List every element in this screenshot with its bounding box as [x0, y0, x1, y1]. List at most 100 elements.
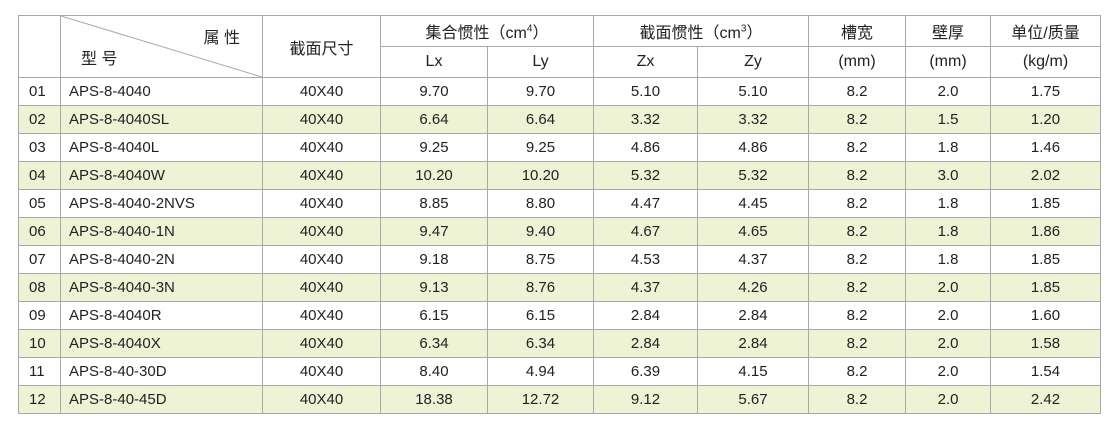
table-row: 04 APS-8-4040W 40X40 10.20 10.20 5.32 5.32 8.2 3… — [18, 161, 1101, 190]
table-cell: 8.2 — [808, 301, 906, 330]
table-cell: 1.86 — [990, 217, 1101, 246]
table-cell: 40X40 — [262, 245, 381, 274]
table-cell: 6.39 — [593, 357, 698, 386]
table-cell: 8.2 — [808, 217, 906, 246]
table-cell: APS-8-4040L — [60, 133, 263, 162]
table-cell: 2.84 — [697, 301, 809, 330]
table-cell: 1.8 — [905, 245, 991, 274]
table-cell: APS-8-4040X — [60, 329, 263, 358]
header-cell: 集合惯性（cm4） — [380, 15, 594, 47]
header-cell: 属 性 型 号 — [60, 15, 263, 78]
table-cell: 2.42 — [990, 385, 1101, 414]
table-cell: APS-8-4040SL — [60, 105, 263, 134]
table-row: 03 APS-8-4040L 40X40 9.25 9.25 4.86 4.86 8.2 1.8… — [18, 133, 1101, 162]
header-text: ） — [532, 25, 549, 42]
table-cell: 40X40 — [262, 189, 381, 218]
table-cell: 18.38 — [380, 385, 488, 414]
table-cell: 1.8 — [905, 217, 991, 246]
table-cell: 9.70 — [487, 77, 594, 106]
table-cell: 9.18 — [380, 245, 488, 274]
table-cell: 40X40 — [262, 357, 381, 386]
table-cell: 8.85 — [380, 189, 488, 218]
header-cell: Zy — [697, 46, 809, 78]
header-cell: (mm) — [808, 46, 906, 78]
table-cell: 1.58 — [990, 329, 1101, 358]
table-cell: 1.5 — [905, 105, 991, 134]
header-sup: 3 — [740, 23, 747, 35]
header-cell: 槽宽 — [808, 15, 906, 47]
table-cell: 9.12 — [593, 385, 698, 414]
table-cell: 07 — [18, 245, 61, 274]
table-cell: 2.84 — [697, 329, 809, 358]
table-cell: 8.76 — [487, 273, 594, 302]
table-cell: 12 — [18, 385, 61, 414]
table-cell: 10 — [18, 329, 61, 358]
table-cell: 10.20 — [380, 161, 488, 190]
table-cell: 8.80 — [487, 189, 594, 218]
spec-table: 属 性 型 号 截面尺寸 集合惯性（cm4） 截面惯性（cm3） 槽宽 壁厚 单… — [18, 15, 1101, 414]
table-cell: 04 — [18, 161, 61, 190]
table-cell: 40X40 — [262, 105, 381, 134]
table-cell: 2.0 — [905, 329, 991, 358]
header-cell: 截面惯性（cm3） — [593, 15, 809, 47]
table-cell: APS-8-4040R — [60, 301, 263, 330]
header-text: ） — [746, 25, 763, 42]
table-cell: 8.2 — [808, 105, 906, 134]
table-cell: 4.26 — [697, 273, 809, 302]
table-body: 01 APS-8-4040 40X40 9.70 9.70 5.10 5.10 8.2 2.0 1… — [18, 77, 1101, 414]
header-cell: (mm) — [905, 46, 991, 78]
table-row: 10 APS-8-4040X 40X40 6.34 6.34 2.84 2.84 8.2 2.0… — [18, 329, 1101, 358]
table-cell: APS-8-40-30D — [60, 357, 263, 386]
header-text: 型 号 — [81, 51, 118, 68]
table-cell: APS-8-4040-2NVS — [60, 189, 263, 218]
table-cell: 2.84 — [593, 329, 698, 358]
header-cell: Ly — [487, 46, 594, 78]
table-cell: 2.0 — [905, 357, 991, 386]
header-cell: 单位/质量 — [990, 15, 1101, 47]
table-cell: 8.2 — [808, 385, 906, 414]
table-cell: 03 — [18, 133, 61, 162]
table-cell: 05 — [18, 189, 61, 218]
header-row: Lx Ly Zx Zy (mm) (mm) (kg/m) — [19, 46, 1101, 78]
table-cell: 4.15 — [697, 357, 809, 386]
table-cell: 01 — [18, 77, 61, 106]
table-cell: 8.40 — [380, 357, 488, 386]
table-cell: 1.85 — [990, 245, 1101, 274]
table-cell: 2.02 — [990, 161, 1101, 190]
table-cell: 9.70 — [380, 77, 488, 106]
table-cell: 6.15 — [487, 301, 594, 330]
table-cell: 4.37 — [593, 273, 698, 302]
table-row: 05 APS-8-4040-2NVS 40X40 8.85 8.80 4.47 4.45 8.… — [18, 189, 1101, 218]
table-cell: 8.2 — [808, 329, 906, 358]
table-cell: 4.67 — [593, 217, 698, 246]
header-cell: (kg/m) — [990, 46, 1101, 78]
table-cell: 5.10 — [593, 77, 698, 106]
table-cell: 2.84 — [593, 301, 698, 330]
table-cell: 40X40 — [262, 133, 381, 162]
table-cell: 9.40 — [487, 217, 594, 246]
table-cell: 8.2 — [808, 273, 906, 302]
table-row: 11 APS-8-40-30D 40X40 8.40 4.94 6.39 4.15 8.2 2.… — [18, 357, 1101, 386]
table-row: 09 APS-8-4040R 40X40 6.15 6.15 2.84 2.84 8.2 2.0… — [18, 301, 1101, 330]
table-cell: 1.8 — [905, 133, 991, 162]
table-cell: 9.25 — [487, 133, 594, 162]
header-sup: 4 — [526, 23, 533, 35]
table-cell: 40X40 — [262, 161, 381, 190]
table-cell: 5.32 — [697, 161, 809, 190]
header-text: 集合惯性（cm — [425, 25, 527, 42]
table-cell: 40X40 — [262, 77, 381, 106]
table-cell: 1.54 — [990, 357, 1101, 386]
table-cell: 40X40 — [262, 217, 381, 246]
header-cell: 截面尺寸 — [262, 15, 381, 78]
table-cell: 9.25 — [380, 133, 488, 162]
diagonal-line — [61, 16, 262, 77]
table-row: 02 APS-8-4040SL 40X40 6.64 6.64 3.32 3.32 8.2 1.… — [18, 105, 1101, 134]
table-cell: 5.67 — [697, 385, 809, 414]
table-cell: 6.34 — [487, 329, 594, 358]
table-cell: 8.75 — [487, 245, 594, 274]
table-cell: 4.86 — [593, 133, 698, 162]
table-cell: 02 — [18, 105, 61, 134]
table-cell: 2.0 — [905, 301, 991, 330]
table-cell: 1.85 — [990, 189, 1101, 218]
